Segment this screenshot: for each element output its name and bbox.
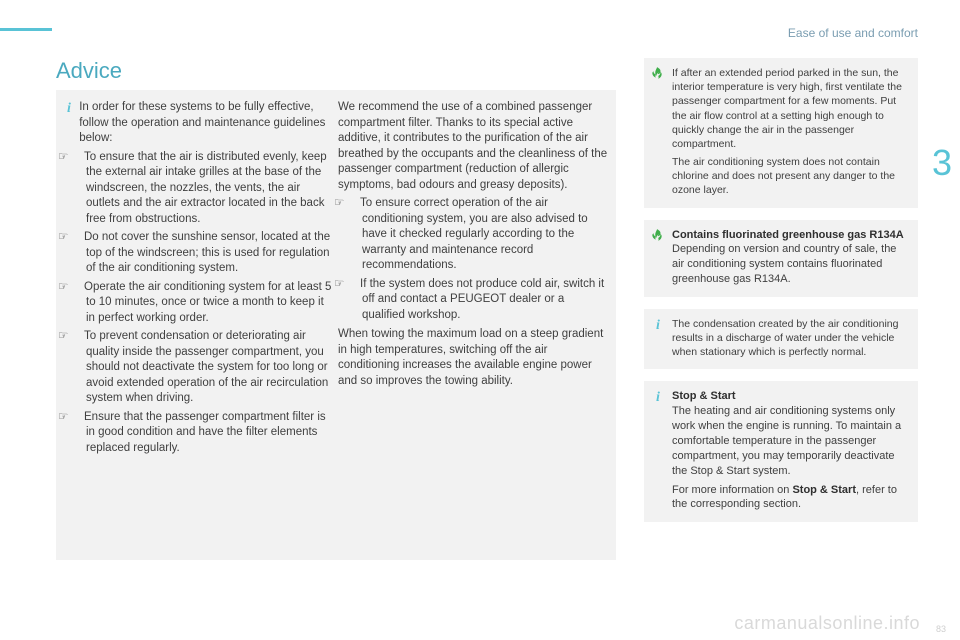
box1-text: If after an extended period parked in th…	[672, 67, 902, 150]
box4-more: For more information on Stop & Start, re…	[672, 483, 910, 513]
column-2: We recommend the use of a combined passe…	[338, 100, 608, 550]
info-box-sun: If after an extended period parked in th…	[644, 58, 918, 208]
info-box-r134a: Contains fluorinated greenhouse gas R134…	[644, 220, 918, 297]
info-icon: i	[650, 389, 666, 512]
list-item: ☞Ensure that the passenger compartment f…	[62, 410, 332, 457]
col1-intro: In order for these systems to be fully e…	[79, 100, 331, 147]
box1b-text: The air conditioning system does not con…	[672, 155, 910, 198]
main-content: i In order for these systems to be fully…	[56, 90, 616, 560]
box2-body: Depending on version and country of sale…	[672, 242, 910, 287]
chapter-number: 3	[932, 142, 952, 184]
box2-title: Contains fluorinated greenhouse gas R134…	[672, 229, 904, 241]
info-box-stopstart: i Stop & Start The heating and air condi…	[644, 381, 918, 522]
right-column: If after an extended period parked in th…	[644, 58, 918, 522]
box4-body: The heating and air conditioning systems…	[672, 404, 910, 478]
col2-intro: We recommend the use of a combined passe…	[338, 100, 608, 193]
section-header: Ease of use and comfort	[788, 26, 918, 40]
watermark: carmanualsonline.info	[734, 613, 920, 634]
manual-page: Ease of use and comfort 3 Advice i In or…	[0, 0, 960, 640]
box3-text: The condensation created by the air cond…	[672, 317, 910, 360]
col2-tail: When towing the maximum load on a steep …	[338, 327, 608, 389]
list-item: ☞To ensure correct operation of the air …	[338, 196, 608, 274]
info-icon: i	[650, 317, 666, 360]
accent-bar	[0, 28, 52, 31]
leaf-icon	[650, 66, 666, 198]
info-box-condensation: i The condensation created by the air co…	[644, 309, 918, 370]
leaf-icon	[650, 228, 666, 287]
list-item: ☞Operate the air conditioning system for…	[62, 280, 332, 327]
info-icon: i	[62, 100, 76, 119]
page-number: 83	[936, 624, 946, 634]
list-item: ☞If the system does not produce cold air…	[338, 277, 608, 324]
list-item: ☞Do not cover the sunshine sensor, locat…	[62, 230, 332, 277]
column-1: i In order for these systems to be fully…	[62, 100, 332, 550]
page-title: Advice	[56, 58, 122, 84]
box4-title: Stop & Start	[672, 390, 736, 402]
list-item: ☞To ensure that the air is distributed e…	[62, 150, 332, 228]
list-item: ☞To prevent condensation or deterioratin…	[62, 329, 332, 407]
